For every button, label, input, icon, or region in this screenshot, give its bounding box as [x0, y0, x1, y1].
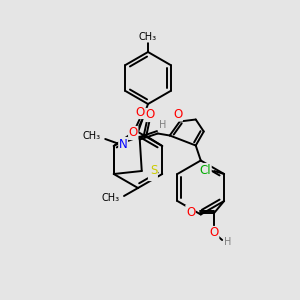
Text: O: O — [173, 108, 182, 121]
Text: CH₃: CH₃ — [139, 32, 157, 42]
Text: O: O — [186, 206, 195, 218]
Text: S: S — [150, 164, 157, 178]
Text: H: H — [159, 121, 166, 130]
Text: O: O — [146, 109, 155, 122]
Text: N: N — [148, 167, 157, 181]
Text: O: O — [209, 226, 219, 239]
Text: N: N — [119, 137, 128, 151]
Text: O: O — [129, 127, 138, 140]
Text: CH₃: CH₃ — [102, 193, 120, 203]
Text: O: O — [135, 106, 144, 118]
Text: H: H — [224, 237, 232, 247]
Text: CH₃: CH₃ — [82, 131, 100, 141]
Text: Cl: Cl — [200, 164, 211, 176]
